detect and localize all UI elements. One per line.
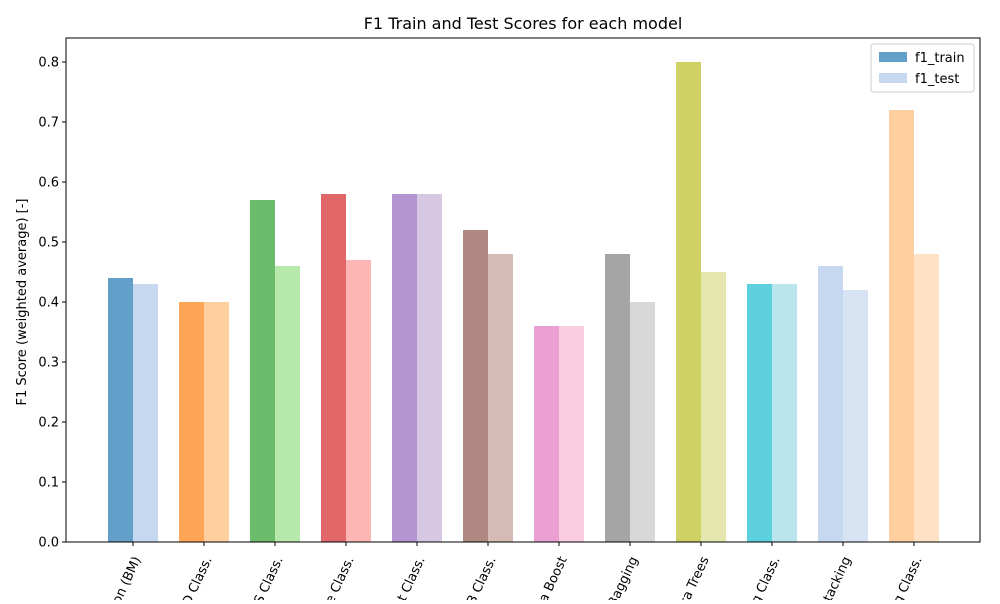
bar-f1-test [772,284,797,542]
bar-f1-test [346,260,371,542]
bar-f1-train [463,230,488,542]
bar-f1-train [676,62,701,542]
bar-f1-test [275,266,300,542]
x-tick-label: ra Trees [677,554,712,600]
bar-f1-test [488,254,513,542]
bar-f1-train [108,278,133,542]
y-tick-label: 0.8 [38,56,59,71]
bar-f1-train [818,266,843,542]
legend-label: f1_test [915,72,959,87]
bar-f1-test [417,194,442,542]
legend-swatch [879,73,907,83]
bar-f1-test [133,284,158,542]
x-tick-label: g Class. [891,554,926,600]
x-tick-label: g Class. [749,554,784,600]
y-tick-label: 0.5 [38,236,59,251]
y-tick-label: 0.6 [38,176,59,191]
bar-f1-test [559,326,584,542]
legend: f1_train f1_test [870,43,975,93]
legend-swatch [879,52,907,62]
y-tick-label: 0.3 [38,356,59,371]
bar-f1-test [843,290,868,542]
x-tick-label: t Class. [395,554,429,600]
chart-title: F1 Train and Test Scores for each model [364,14,683,33]
bar-f1-train [250,200,275,542]
plot-frame [65,37,981,543]
x-tick-label: D Class. [180,554,216,600]
y-tick-label: 0.0 [38,536,59,551]
bar-f1-test [630,302,655,542]
y-axis-ticks: 0.0 0.1 0.2 0.3 0.4 0.5 0.6 0.7 0.8 [38,56,66,551]
bar-f1-train [179,302,204,542]
bar-f1-test [914,254,939,542]
y-tick-label: 0.4 [38,296,59,311]
bar-f1-test [701,272,726,542]
x-tick-label: tacking [821,554,855,600]
bar-f1-train [747,284,772,542]
bar-f1-train [889,110,914,542]
x-tick-label: a Boost [536,554,570,600]
legend-label: f1_train [915,51,965,66]
bar-f1-test [204,302,229,542]
bar-f1-train [321,194,346,542]
x-tick-label: e Class. [323,554,358,600]
y-tick-label: 0.1 [38,476,59,491]
x-tick-label: Bagging [605,554,641,600]
y-axis-label: F1 Score (weighted average) [-] [15,199,30,406]
y-tick-label: 0.7 [38,116,59,131]
y-tick-label: 0.2 [38,416,59,431]
bars-group [108,62,939,542]
x-axis-ticks: on (BM) D Class. S Class. e Class. t Class. B… [110,542,926,604]
bar-f1-train [605,254,630,542]
x-tick-label: S Class. [252,554,287,600]
bar-f1-train [392,194,417,542]
x-tick-label: B Class. [464,554,499,600]
bar-f1-train [534,326,559,542]
x-tick-label: on (BM) [110,554,145,600]
